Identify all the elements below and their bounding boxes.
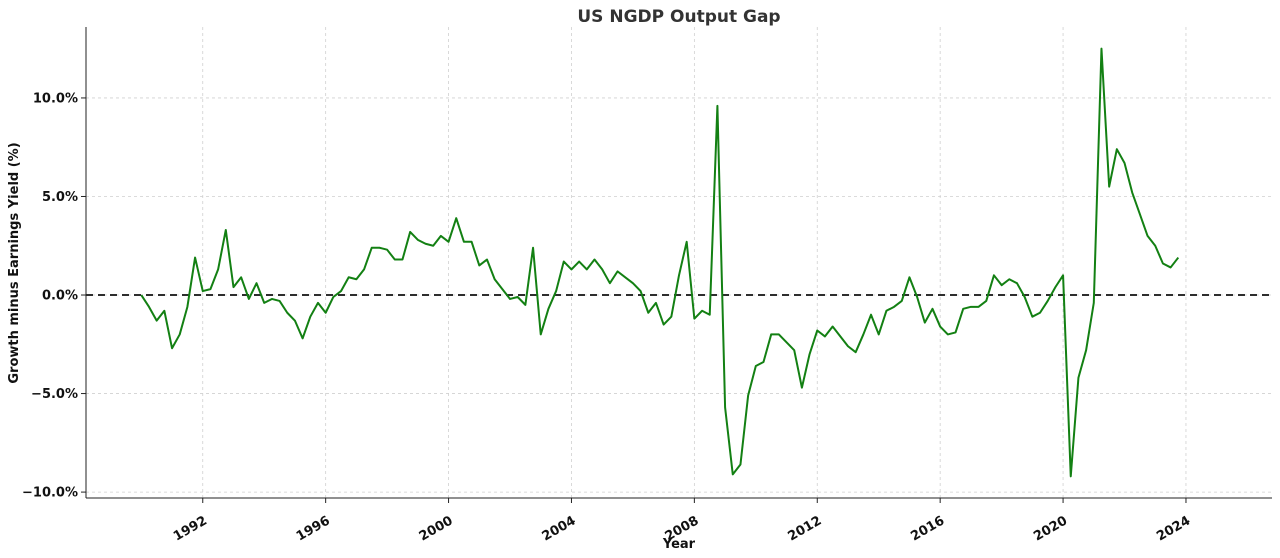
x-tick-label: 2012 <box>785 513 824 544</box>
x-tick-label: 1992 <box>171 513 210 544</box>
series-line <box>140 47 1180 478</box>
grid-lines <box>86 27 1272 498</box>
x-axis-label: Year <box>662 537 696 552</box>
y-tick-label: 10.0% <box>33 91 78 106</box>
x-tick-label: 2020 <box>1031 513 1070 544</box>
y-axis-label: Growth minus Earnings Yield (%) <box>7 142 22 383</box>
y-axis-ticks: −10.0% −5.0% 0.0% 5.0% 10.0% <box>22 91 86 501</box>
y-tick-label: −10.0% <box>22 486 78 501</box>
series-layer <box>140 47 1180 478</box>
x-tick-label: 1996 <box>294 513 333 544</box>
x-tick-label: 2016 <box>908 513 947 544</box>
x-tick-label: 2000 <box>417 513 456 544</box>
y-tick-label: 5.0% <box>42 190 78 205</box>
axes <box>85 27 1272 499</box>
y-tick-label: 0.0% <box>42 289 78 304</box>
chart-title: US NGDP Output Gap <box>577 7 780 27</box>
y-tick-label: −5.0% <box>31 387 78 402</box>
x-tick-label: 2024 <box>1154 513 1193 544</box>
x-tick-label: 2004 <box>540 513 579 544</box>
